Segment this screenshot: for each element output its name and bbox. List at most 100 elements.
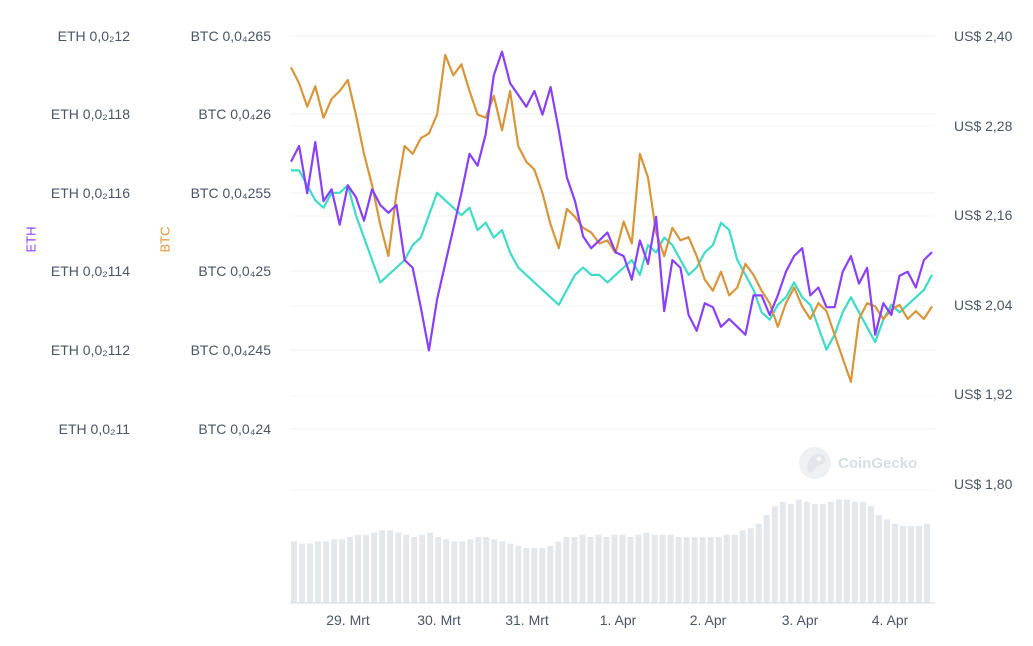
eth-tick: ETH 0,0₂112 [50,342,130,358]
volume-bar [363,534,370,603]
eth-series-line [290,50,933,352]
volume-bar [291,541,297,603]
gecko-logo-icon [799,447,831,479]
volume-bar [675,537,682,603]
volume-bar [515,545,522,603]
volume-bar [916,526,922,603]
volume-bar [523,548,530,603]
volume-bar [299,543,305,603]
volume-bar [499,541,506,603]
btc-series-line [290,53,933,383]
volume-bar [507,543,514,603]
usd-tick: US$ 1,80 [954,476,1013,492]
volume-bar [379,530,386,603]
eth-tick: ETH 0,0₂12 [57,28,130,44]
volume-bar [403,534,410,603]
volume-bar [667,534,674,603]
usd-tick: US$ 1,92 [954,386,1013,402]
volume-bar [451,541,458,603]
btc-tick: BTC 0,0₄265 [190,28,271,44]
volume-bar [659,534,666,603]
volume-bar [779,501,786,603]
x-tick: 31. Mrt [505,612,549,628]
volume-bar [851,501,858,603]
eth-tick: ETH 0,0₂118 [50,106,130,122]
x-tick: 2. Apr [689,612,727,628]
volume-bar [355,534,362,603]
volume-bar [595,534,602,603]
volume-bar [908,526,914,603]
volume-bar [827,501,834,603]
volume-bar [755,523,762,603]
volume-bar [651,534,658,603]
volume-bar [643,532,650,603]
volume-bar [331,539,338,603]
usd-tick: US$ 2,40 [954,28,1013,44]
btc-tick: BTC 0,0₄26 [198,106,271,122]
volume-bar [899,526,906,603]
volume-bar [307,543,313,603]
volume-bar [435,537,442,603]
volume-bar [475,537,482,603]
volume-bar [491,539,498,603]
volume-bar [547,545,554,603]
btc-tick: BTC 0,0₄24 [198,421,271,437]
x-tick: 1. Apr [599,612,637,628]
volume-bar [483,537,490,603]
btc-tick: BTC 0,0₄255 [190,185,271,201]
x-tick: 4. Apr [871,612,909,628]
volume-bar [859,501,866,603]
btc-axis-title: BTC [157,226,173,253]
volume-bar [763,515,770,603]
volume-bar [875,515,882,603]
volume-bar [531,548,538,603]
volume-bar [619,534,626,603]
volume-bar [411,537,418,603]
volume-bar [555,541,562,603]
volume-bar [371,532,378,603]
volume-bar [323,541,330,603]
volume-bar [339,539,346,603]
volume-bar [811,504,818,603]
volume-bar [787,504,794,603]
volume-bar [419,534,426,603]
watermark-text: CoinGecko [838,454,918,472]
volume-bar [883,519,890,603]
volume-bar [611,534,618,603]
volume-bar [467,539,474,603]
usd-tick: US$ 2,28 [954,118,1013,134]
volume-bar [891,523,898,603]
volume-bar [315,541,321,603]
volume-bar [867,506,874,603]
volume-bar [795,499,802,603]
volume-bar [739,530,746,603]
usd-tick: US$ 2,16 [954,207,1013,223]
volume-bar [459,541,466,603]
price-lines [290,50,933,383]
volume-bar [443,539,450,603]
volume-bar [843,499,850,603]
x-tick: 30. Mrt [417,612,461,628]
volume-bar [747,528,754,603]
volume-bar [924,523,930,603]
volume-bar [731,534,738,603]
eth-axis-title: ETH [23,226,39,253]
coingecko-watermark: CoinGecko [798,446,917,480]
volume-bar [683,537,690,603]
volume-bar [819,504,826,603]
volume-bar [427,532,434,603]
volume-bar [539,548,546,603]
eth-tick: ETH 0,0₂114 [50,263,130,279]
x-tick: 29. Mrt [326,612,370,628]
volume-bar [691,537,698,603]
usd-series-line [291,169,933,351]
x-tick: 3. Apr [781,612,819,628]
volume-bar [563,537,570,603]
volume-bar [579,534,586,603]
btc-tick: BTC 0,0₄245 [190,342,271,358]
eth-tick: ETH 0,0₂116 [50,185,130,201]
volume-bars [291,499,930,603]
volume-bar [635,534,642,603]
volume-bar [707,537,714,603]
